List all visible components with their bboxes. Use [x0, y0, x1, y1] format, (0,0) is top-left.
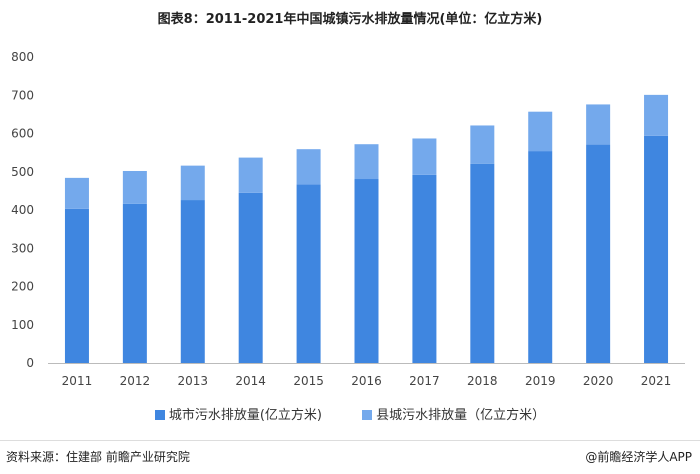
legend-swatch-county: [362, 410, 373, 420]
bar-county-2016: [354, 144, 379, 180]
y-tick-label: 600: [11, 127, 34, 141]
y-tick-label: 500: [11, 165, 34, 179]
x-tick-label: 2011: [62, 374, 93, 388]
x-tick-label: 2012: [120, 374, 151, 388]
x-tick-label: 2017: [409, 374, 440, 388]
bar-urban-2020: [586, 144, 611, 363]
y-tick-label: 700: [11, 88, 34, 102]
legend-item-county[interactable]: 县城污水排放量（亿立方米）: [362, 404, 545, 423]
legend-label-urban: 城市污水排放量(亿立方米): [168, 408, 322, 423]
bar-urban-2021: [644, 135, 669, 363]
y-tick-label: 800: [11, 50, 34, 64]
source-text: 资料来源：住建部 前瞻产业研究院: [6, 450, 190, 464]
bar-urban-2013: [180, 200, 205, 363]
x-tick-label: 2015: [293, 374, 324, 388]
bar-urban-2019: [528, 151, 553, 363]
legend-swatch-urban: [154, 410, 165, 420]
footer: 资料来源：住建部 前瞻产业研究院 @前瞻经济学人APP: [0, 440, 700, 474]
y-tick-label: 400: [11, 203, 34, 217]
bar-chart: 0 100 200 300 400 500 600 700 800 2011 2012 2013 201…: [11, 50, 685, 388]
bar-county-2017: [412, 138, 437, 175]
bar-urban-2012: [122, 203, 147, 363]
legend-label-county: 县城污水排放量（亿立方米）: [376, 408, 546, 423]
x-tick-label: 2021: [641, 374, 672, 388]
bar-county-2015: [296, 149, 321, 185]
bar-county-2019: [528, 111, 553, 152]
x-tick-label: 2013: [177, 374, 208, 388]
bar-urban-2014: [238, 192, 263, 363]
brand-text: @前瞻经济学人APP: [585, 450, 692, 464]
bar-urban-2015: [296, 184, 321, 363]
legend-item-urban[interactable]: 城市污水排放量(亿立方米): [154, 404, 322, 423]
legend: 城市污水排放量(亿立方米) 县城污水排放量（亿立方米）: [0, 404, 700, 423]
bar-county-2012: [122, 170, 147, 204]
x-tick-label: 2014: [235, 374, 266, 388]
bar-county-2018: [470, 125, 495, 164]
bar-county-2013: [180, 165, 205, 201]
x-tick-label: 2020: [583, 374, 614, 388]
bar-county-2020: [586, 104, 611, 145]
bar-urban-2018: [470, 163, 495, 363]
y-tick-label: 300: [11, 241, 34, 255]
y-tick-label: 0: [26, 356, 34, 370]
x-tick-label: 2018: [467, 374, 498, 388]
y-tick-label: 200: [11, 280, 34, 294]
bar-urban-2017: [412, 174, 437, 363]
bar-urban-2016: [354, 179, 379, 363]
y-tick-label: 100: [11, 318, 34, 332]
bar-county-2021: [644, 94, 669, 136]
chart-title: 图表8：2011-2021年中国城镇污水排放量情况(单位：亿立方米): [157, 12, 543, 27]
x-tick-label: 2016: [351, 374, 382, 388]
bar-county-2014: [238, 157, 263, 193]
x-tick-label: 2019: [525, 374, 556, 388]
bar-county-2011: [64, 177, 89, 209]
bar-urban-2011: [64, 208, 89, 363]
